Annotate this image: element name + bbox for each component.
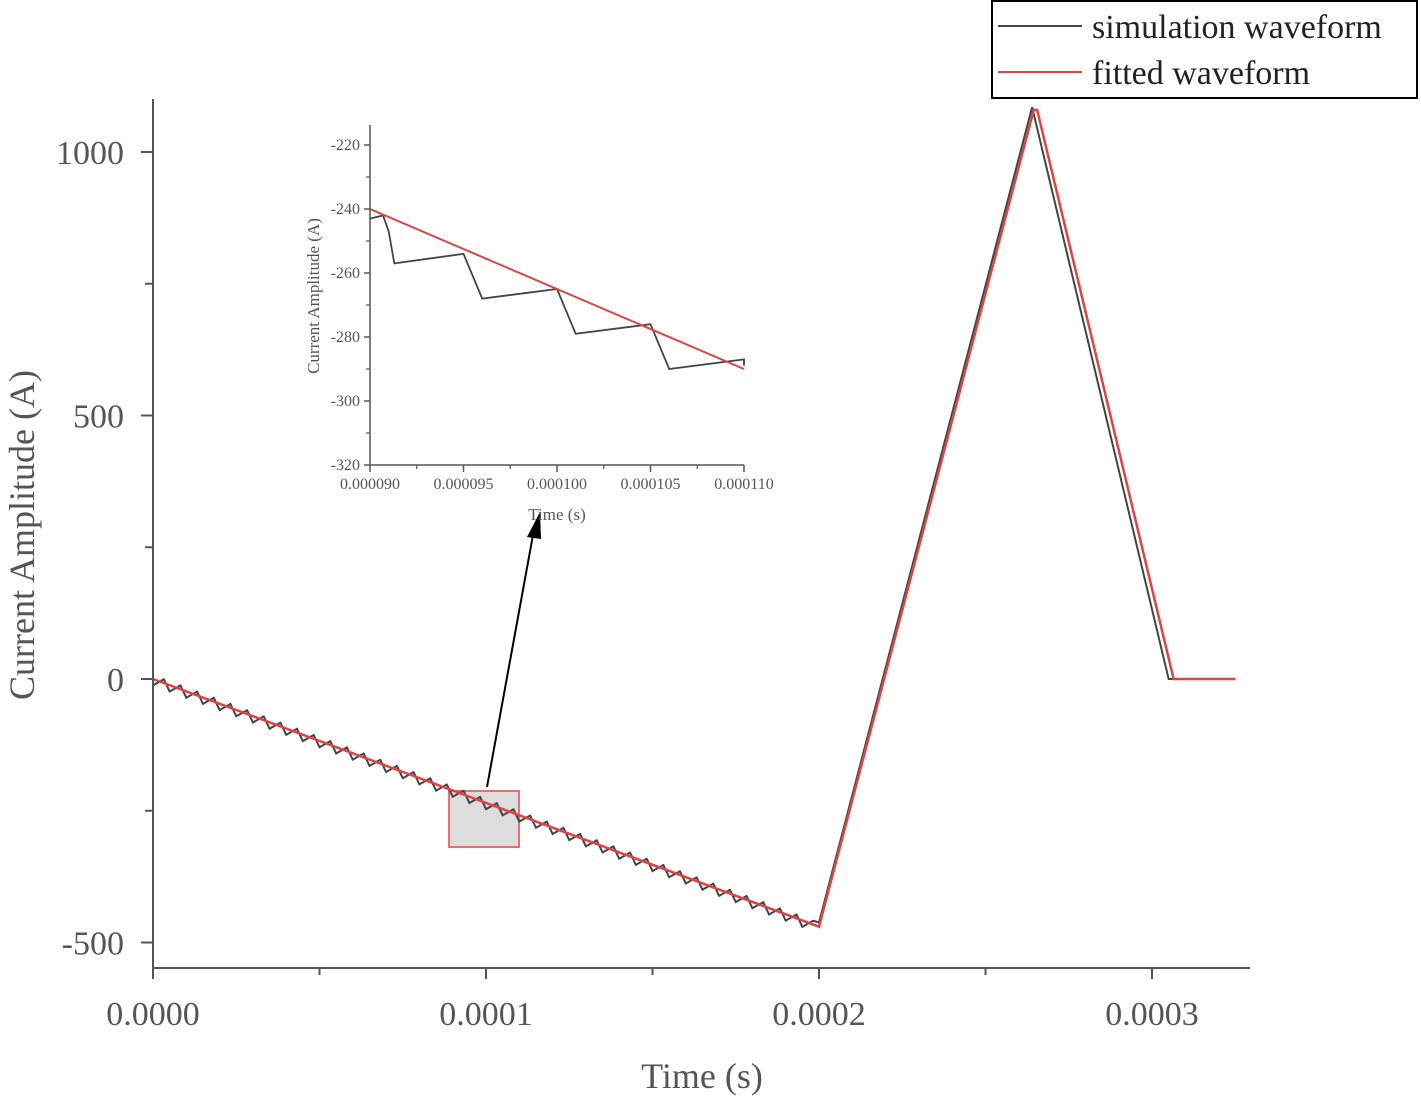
inset-x-axis-title: Time (s) [528, 505, 585, 524]
arrow-shaft [486, 534, 534, 788]
legend-label-simulation: simulation waveform [1092, 9, 1382, 46]
inset-x-tick-label: 0.000105 [621, 476, 681, 493]
x-axis-ticks: 0.0000 0.0001 0.0002 0.0003 [106, 968, 1199, 1033]
inset-x-axis-ticks: 0.000090 0.000095 0.000100 0.000105 0.000110 [340, 465, 774, 493]
zoom-arrow [486, 512, 541, 788]
inset-series-simulation-line [369, 214, 745, 370]
inset-y-axis-title: Current Amplitude (A) [304, 218, 323, 374]
inset-y-tick-label: -260 [331, 265, 360, 282]
inset-x-tick-label: 0.000110 [714, 476, 773, 493]
inset-plot: 0.000090 0.000095 0.000100 0.000105 0.000110… [304, 125, 774, 524]
y-tick-label: -500 [62, 926, 124, 963]
x-tick-label: 0.0001 [439, 996, 533, 1033]
inset-y-tick-label: -320 [331, 457, 360, 474]
inset-y-tick-label: -220 [331, 137, 360, 154]
inset-x-tick-label: 0.000095 [434, 476, 494, 493]
zoom-highlight-box [448, 790, 520, 848]
y-tick-label: 0 [107, 662, 124, 699]
zoom-region [448, 790, 520, 848]
main-plot: 0.0000 0.0001 0.0002 0.0003 -500 0 500 1000 Ti… [2, 99, 1250, 1096]
y-axis-ticks: -500 0 500 1000 [56, 135, 153, 963]
x-tick-label: 0.0000 [106, 996, 200, 1033]
y-tick-label: 500 [73, 399, 124, 436]
inset-y-tick-label: -280 [331, 329, 360, 346]
inset-y-tick-label: -240 [331, 201, 360, 218]
legend-label-fitted: fitted waveform [1092, 55, 1310, 92]
y-axis-title: Current Amplitude (A) [2, 370, 42, 700]
legend-box [991, 0, 1418, 99]
inset-x-tick-label: 0.000100 [527, 476, 587, 493]
x-tick-label: 0.0003 [1105, 996, 1199, 1033]
x-tick-label: 0.0002 [772, 996, 866, 1033]
main-series-group [152, 106, 1236, 929]
arrow-head [527, 512, 541, 539]
y-tick-label: 1000 [56, 135, 124, 172]
series-fitted-line [152, 108, 1236, 929]
x-axis-title: Time (s) [641, 1056, 763, 1096]
inset-x-tick-label: 0.000090 [340, 476, 400, 493]
inset-y-tick-label: -300 [331, 393, 360, 410]
inset-series-group [369, 208, 745, 370]
legend: simulation waveform fitted waveform [991, 0, 1418, 99]
inset-series-fitted-line [369, 208, 745, 370]
inset-y-axis-ticks: -220 -240 -260 -280 -300 -320 [331, 137, 370, 474]
